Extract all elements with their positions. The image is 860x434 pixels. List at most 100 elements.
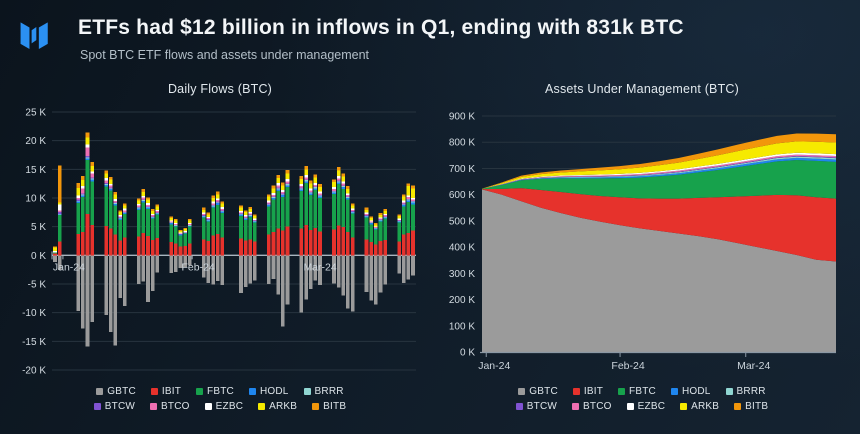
bar-segment	[346, 193, 350, 196]
bar-segment	[248, 215, 253, 217]
bar-segment	[90, 177, 94, 179]
bar-segment	[155, 206, 160, 210]
btcw-swatch	[93, 403, 101, 410]
bar-segment	[276, 185, 280, 188]
bar-segment	[201, 214, 206, 216]
bar-segment	[299, 187, 304, 189]
bar-segment	[136, 198, 141, 201]
bar-segment	[90, 224, 94, 256]
bar-segment	[136, 207, 141, 208]
bar-segment	[411, 185, 415, 189]
bar-segment	[155, 204, 160, 207]
bar-segment	[332, 189, 336, 191]
btcw-swatch	[515, 403, 523, 410]
bar-segment	[174, 226, 178, 244]
bar-segment	[118, 216, 122, 218]
bar-segment	[239, 214, 243, 216]
bar-segment-gbtc	[253, 255, 257, 281]
bar-segment-gbtc	[215, 255, 220, 282]
bar-segment	[308, 195, 313, 231]
bar-segment	[271, 192, 276, 195]
bar-segment	[253, 218, 257, 220]
bar-segment	[201, 207, 206, 210]
bar-segment	[220, 207, 225, 209]
bar-segment	[174, 220, 178, 223]
bar-segment	[183, 232, 187, 234]
bar-segment-gbtc	[146, 255, 150, 302]
bar-segment	[169, 224, 174, 243]
bar-segment-gbtc	[383, 255, 387, 285]
bar-segment	[136, 208, 141, 211]
bar-segment	[146, 207, 150, 209]
bar-segment-gbtc	[220, 255, 225, 286]
bar-segment	[174, 224, 178, 225]
bar-segment	[57, 210, 62, 213]
x-tick-label: Feb-24	[611, 360, 644, 372]
bar-segment	[285, 187, 290, 227]
bar-segment	[174, 225, 178, 227]
bar-segment	[57, 214, 62, 216]
bar-segment	[215, 201, 220, 203]
bar-segment	[308, 230, 313, 256]
bar-segment-gbtc	[364, 255, 369, 293]
legend-label: ARKB	[269, 401, 298, 412]
bar-segment	[299, 185, 304, 188]
bar-segment	[406, 197, 411, 199]
bar-segment	[85, 160, 90, 215]
bar-segment	[369, 223, 373, 225]
bar-segment	[364, 216, 369, 218]
bar-segment	[276, 228, 280, 256]
messari-logo	[20, 22, 48, 50]
bar-segment	[378, 214, 383, 218]
bar-segment	[397, 222, 401, 242]
bar-segment	[211, 198, 215, 202]
bar-segment	[341, 227, 346, 256]
bar-segment	[313, 187, 318, 189]
bar-segment	[150, 217, 155, 219]
bar-segment	[304, 175, 308, 178]
bar-segment	[57, 241, 62, 256]
bar-segment	[104, 183, 108, 184]
bar-segment	[346, 195, 350, 197]
bar-segment	[188, 222, 192, 225]
bar-segment	[211, 207, 215, 236]
legend-item-gbtc: GBTC	[96, 386, 136, 397]
bar-segment	[146, 204, 150, 207]
y-tick-label: -15 K	[22, 337, 46, 348]
bar-segment	[104, 226, 108, 256]
bar-segment	[81, 193, 85, 195]
bar-segment	[76, 198, 81, 200]
bar-segment	[57, 212, 62, 214]
bar-segment	[188, 225, 192, 227]
bar-segment	[406, 232, 411, 256]
bar-segment	[85, 155, 90, 158]
legend-label: BTCW	[526, 401, 558, 412]
bar-segment	[174, 243, 178, 256]
ezbc-swatch	[204, 403, 212, 410]
bar-segment	[122, 203, 127, 206]
bar-segment	[118, 212, 122, 215]
bar-segment	[183, 231, 187, 233]
bar-segment	[220, 212, 225, 238]
bar-segment	[118, 217, 122, 219]
legend-item-btco: BTCO	[572, 401, 612, 412]
bar-segment-gbtc	[141, 255, 146, 282]
legend-item-hodl: HODL	[670, 386, 711, 397]
bar-segment-gbtc	[122, 255, 127, 306]
bar-segment	[215, 200, 220, 202]
bar-segment	[369, 224, 373, 243]
bar-segment-gbtc	[206, 255, 211, 283]
bar-segment	[271, 185, 276, 189]
bar-segment	[90, 181, 94, 225]
x-tick-label: Mar-24	[303, 261, 336, 273]
bar-segment	[248, 215, 253, 216]
bar-segment	[141, 232, 146, 256]
area-layer-hodl	[482, 157, 836, 189]
bar-segment	[206, 220, 211, 222]
bar-segment	[108, 187, 113, 189]
y-tick-label: 5 K	[31, 222, 46, 233]
bar-segment	[243, 214, 248, 217]
bar-segment	[374, 226, 378, 228]
bar-segment	[220, 210, 225, 212]
bar-segment	[374, 228, 378, 230]
